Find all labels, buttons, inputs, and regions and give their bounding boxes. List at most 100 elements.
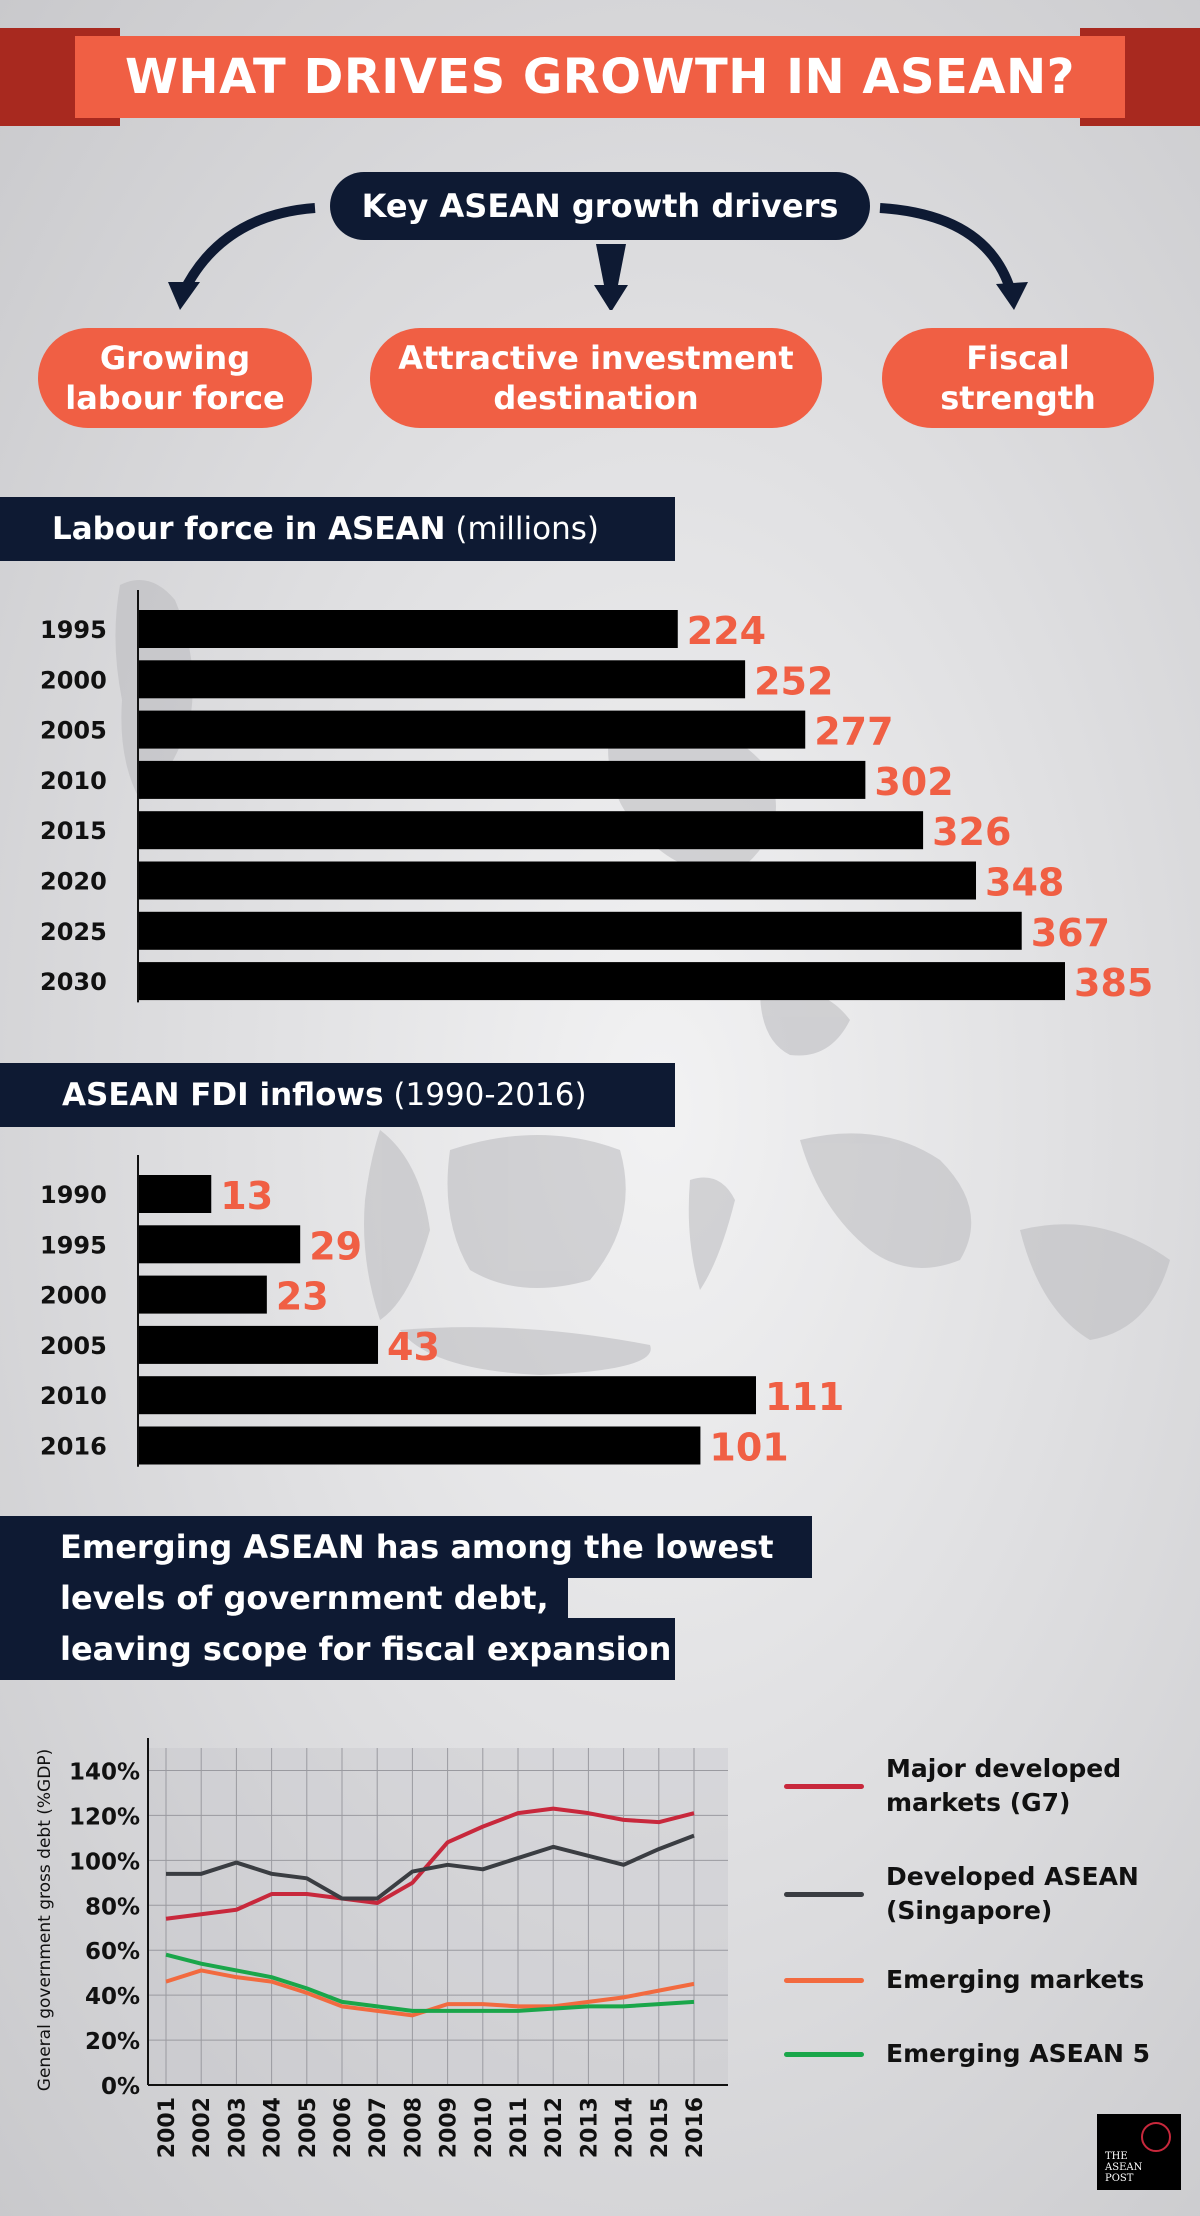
legend-label: Developed ASEAN (Singapore) xyxy=(886,1862,1139,1925)
x-tick-label: 2001 xyxy=(155,2097,180,2158)
x-tick-label: 2007 xyxy=(366,2097,391,2158)
data-label: 252 xyxy=(754,659,833,703)
fdi-inflows-chart: 1990 13 1995 29 2000 23 2005 43 2010 111 2016 101 xyxy=(40,1155,844,1470)
legend-label: Emerging markets xyxy=(886,1965,1145,1994)
data-label: 385 xyxy=(1074,961,1153,1005)
x-tick-label: 2014 xyxy=(613,2097,638,2158)
x-tick-label: 2002 xyxy=(190,2097,215,2158)
debt-section-title: Emerging ASEAN has among the lowest leve… xyxy=(0,1516,812,1680)
x-tick-label: 2011 xyxy=(507,2097,532,2158)
bar xyxy=(139,710,806,749)
data-label: 302 xyxy=(874,760,953,804)
labour-title-unit: (millions) xyxy=(455,511,599,547)
plot-area xyxy=(148,1748,728,2085)
labour-section-title: Labour force in ASEAN (millions) xyxy=(0,497,675,561)
the-asean-post-logo: THE ASEAN POST xyxy=(1097,2114,1181,2190)
bar xyxy=(139,861,977,900)
driver-label-line1: Fiscal xyxy=(966,339,1070,377)
x-tick-label: 2005 xyxy=(296,2097,321,2158)
data-label: 13 xyxy=(220,1174,273,1218)
y-tick-label: 0% xyxy=(101,2074,140,2100)
x-tick-label: 2008 xyxy=(401,2097,426,2158)
driver-investment: Attractive investment destination xyxy=(370,328,822,428)
legend-item: Emerging ASEAN 5 xyxy=(784,2037,1150,2071)
driver-label-line1: Attractive investment xyxy=(398,339,794,377)
legend-swatch xyxy=(784,2051,864,2057)
x-tick-label: 2004 xyxy=(261,2097,286,2158)
driver-labour-force: Growing labour force xyxy=(38,328,312,428)
category-label: 2030 xyxy=(40,968,107,996)
bar xyxy=(139,1426,701,1465)
y-tick-label: 40% xyxy=(85,1984,140,2010)
bar xyxy=(139,911,1022,950)
drivers-title: Key ASEAN growth drivers xyxy=(330,172,870,240)
debt-title-line2: levels of government debt, xyxy=(0,1578,568,1618)
category-label: 2000 xyxy=(40,666,107,694)
x-tick-label: 2003 xyxy=(225,2097,250,2158)
y-tick-label: 80% xyxy=(85,1894,140,1920)
category-label: 2015 xyxy=(40,817,107,845)
bar xyxy=(139,660,746,699)
data-label: 23 xyxy=(276,1275,329,1319)
bar xyxy=(139,1325,379,1364)
driver-label-line2: labour force xyxy=(65,379,285,417)
legend-item: Developed ASEAN (Singapore) xyxy=(784,1860,1166,1928)
x-tick-label: 2012 xyxy=(542,2097,567,2158)
bar xyxy=(139,1376,756,1415)
category-label: 1995 xyxy=(40,1231,107,1259)
driver-arrows xyxy=(168,203,1028,310)
data-label: 43 xyxy=(387,1325,440,1369)
category-label: 2005 xyxy=(40,1332,107,1360)
data-label: 326 xyxy=(932,810,1011,854)
y-axis-label: General government gross debt (%GDP) xyxy=(35,1749,55,2091)
legend-swatch xyxy=(784,1783,864,1789)
page-title: WHAT DRIVES GROWTH IN ASEAN? xyxy=(75,36,1125,118)
category-label: 2016 xyxy=(40,1433,107,1461)
driver-label-line1: Growing xyxy=(99,339,251,377)
legend-swatch xyxy=(784,1977,864,1983)
x-tick-label: 2010 xyxy=(472,2097,497,2158)
driver-label-line2: destination xyxy=(493,379,699,417)
debt-title-line3: leaving scope for fiscal expansion xyxy=(0,1618,675,1680)
y-tick-label: 20% xyxy=(85,2029,140,2055)
bar xyxy=(139,1175,212,1213)
data-label: 101 xyxy=(709,1426,788,1470)
legend-item: Major developed markets (G7) xyxy=(784,1752,1166,1820)
labour-title-bold: Labour force in ASEAN xyxy=(52,511,446,547)
series-line xyxy=(165,1952,695,2013)
bar xyxy=(139,1225,301,1264)
data-label: 367 xyxy=(1031,911,1110,955)
data-label: 277 xyxy=(814,710,893,754)
labour-force-chart: 1995 224 2000 252 2005 277 2010 302 2015 326 2020 3… xyxy=(40,590,1153,1005)
driver-label-line2: strength xyxy=(940,379,1096,417)
series-line xyxy=(166,1833,695,1901)
category-label: 1990 xyxy=(40,1181,107,1209)
category-label: 2010 xyxy=(40,767,107,795)
legend-label: Emerging ASEAN 5 xyxy=(886,2039,1151,2068)
y-tick-label: 140% xyxy=(69,1759,140,1785)
data-label: 224 xyxy=(687,609,766,653)
legend-label: Major developed markets (G7) xyxy=(886,1754,1122,1817)
fdi-title-unit: (1990-2016) xyxy=(393,1077,587,1113)
x-tick-label: 2015 xyxy=(648,2097,673,2158)
driver-fiscal-strength: Fiscal strength xyxy=(882,328,1154,428)
bar xyxy=(139,962,1065,1001)
header-banner: WHAT DRIVES GROWTH IN ASEAN? xyxy=(0,28,1200,126)
category-label: 2025 xyxy=(40,918,107,946)
category-label: 2005 xyxy=(40,717,107,745)
government-debt-chart: 0% 20% 40% 60% 80% 100% 120% 140% 2001 2002 2003 20… xyxy=(35,1738,728,2158)
debt-title-line1: Emerging ASEAN has among the lowest xyxy=(0,1516,812,1578)
data-label: 348 xyxy=(985,861,1064,905)
x-tick-label: 2013 xyxy=(577,2097,602,2158)
category-label: 2010 xyxy=(40,1382,107,1410)
fdi-title-bold: ASEAN FDI inflows xyxy=(62,1077,384,1113)
legend-swatch xyxy=(784,1891,864,1897)
bar xyxy=(139,811,924,850)
fdi-section-title: ASEAN FDI inflows (1990-2016) xyxy=(0,1063,675,1127)
y-tick-label: 120% xyxy=(69,1804,140,1830)
x-tick-label: 2009 xyxy=(437,2097,462,2158)
data-label: 111 xyxy=(765,1375,844,1419)
bird-icon xyxy=(1141,2122,1171,2152)
legend-item: Emerging markets xyxy=(784,1963,1144,1997)
